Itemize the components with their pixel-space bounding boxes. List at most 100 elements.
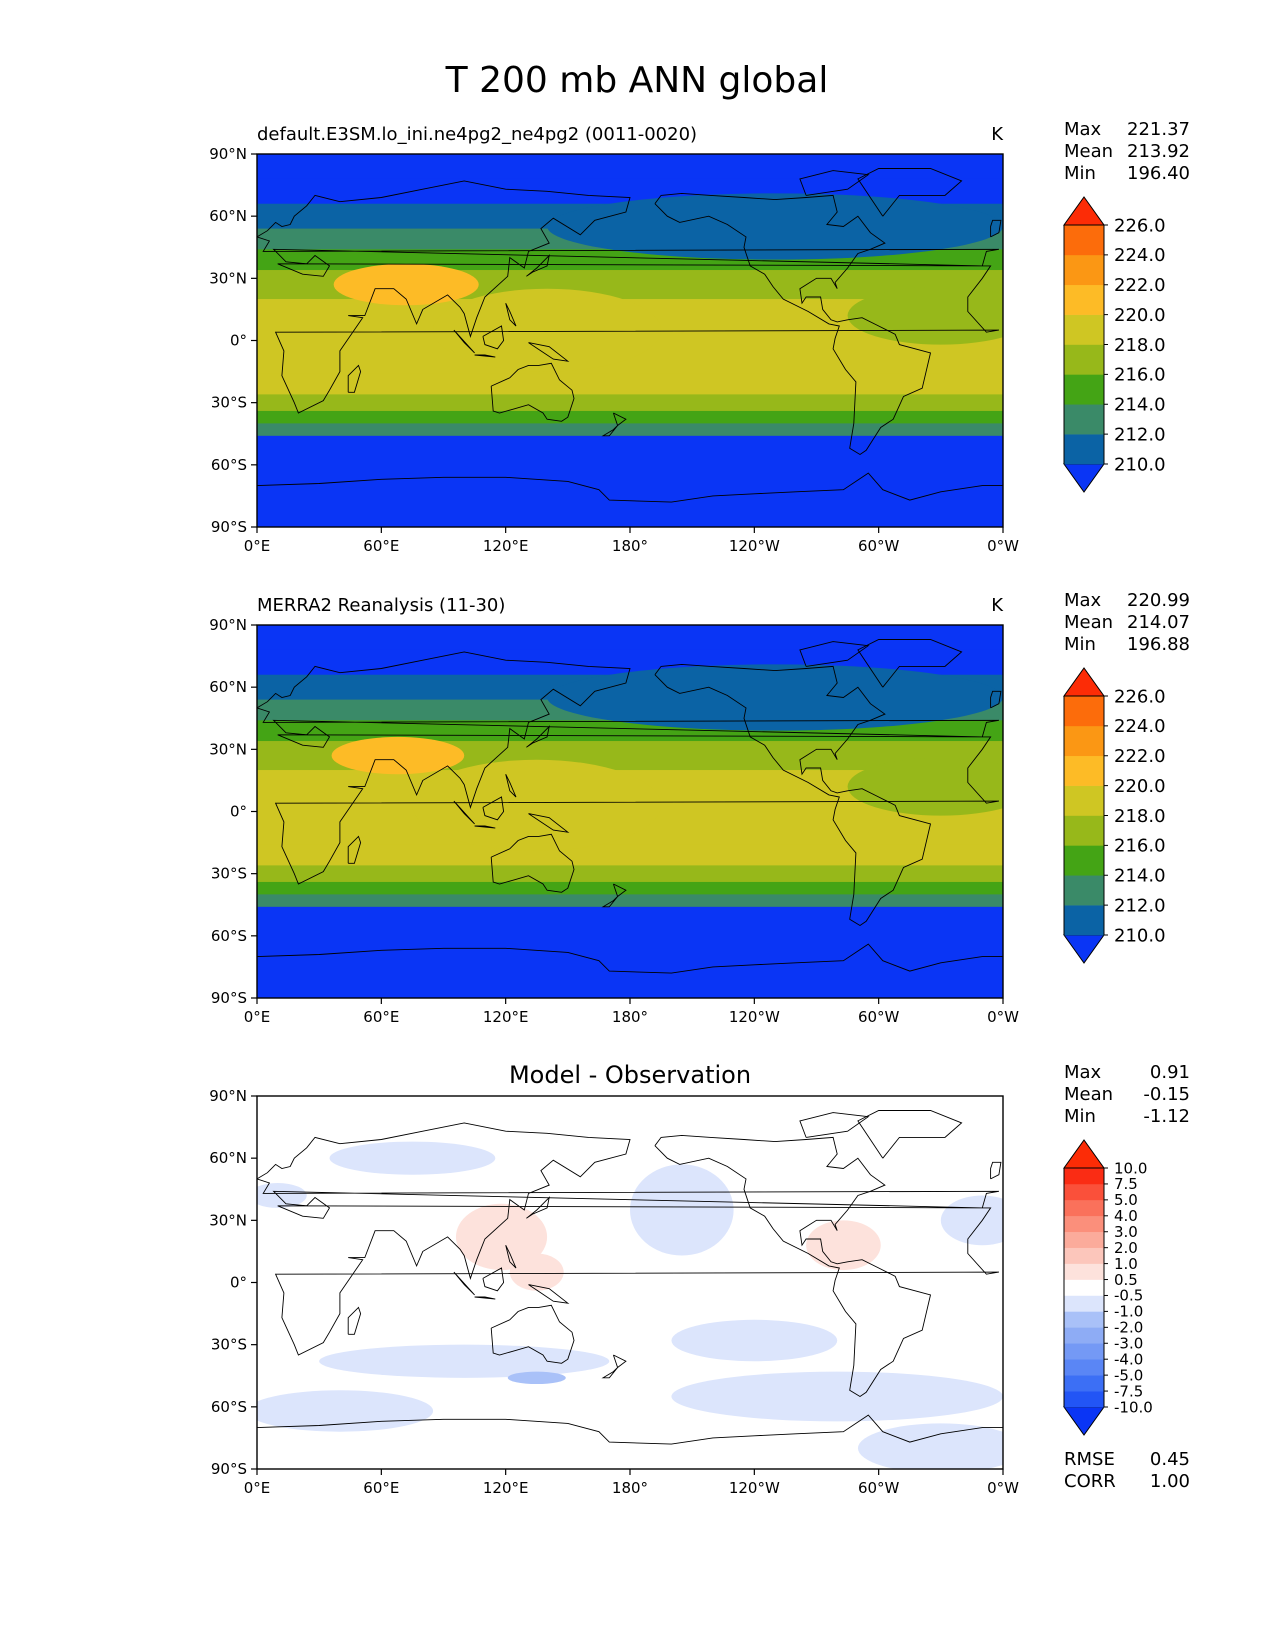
stat-mean-label: Mean bbox=[1064, 612, 1113, 633]
colorbar-tick-label: 224.0 bbox=[1114, 245, 1166, 266]
x-tick-label: 120°W bbox=[729, 537, 780, 555]
stat-min-value: -1.12 bbox=[1143, 1106, 1190, 1127]
colorbar-tick-label: 216.0 bbox=[1114, 365, 1166, 386]
colorbar-tick-label: 216.0 bbox=[1114, 836, 1166, 857]
x-tick-label: 60°W bbox=[858, 1479, 900, 1497]
x-tick-label: 120°W bbox=[729, 1479, 780, 1497]
contour-band bbox=[257, 410, 1003, 424]
colorbar-tick-label: 3.0 bbox=[1114, 1223, 1138, 1241]
y-tick-label: 30°N bbox=[209, 269, 247, 287]
colorbar-tick-label: 218.0 bbox=[1114, 335, 1166, 356]
coastline bbox=[601, 1354, 627, 1379]
contour-region bbox=[507, 1371, 566, 1385]
colorbar-swatch bbox=[1064, 1311, 1104, 1328]
contour-region bbox=[329, 1141, 496, 1175]
contour-region bbox=[509, 1253, 564, 1291]
colorbar-swatch bbox=[1064, 1359, 1104, 1376]
map-fill bbox=[257, 1096, 1003, 1469]
coastline bbox=[528, 813, 570, 833]
y-tick-label: 60°N bbox=[209, 678, 247, 696]
coastline bbox=[857, 1110, 963, 1159]
panel-test: default.E3SM.lo_ini.ne4pg2_ne4pg2 (0011-… bbox=[209, 119, 1190, 555]
map-fill bbox=[257, 154, 1003, 527]
coastline bbox=[347, 835, 362, 864]
stats-block: Max 0.91 Mean -0.15 Min -1.12 bbox=[1064, 1062, 1190, 1127]
coastline bbox=[505, 303, 517, 327]
coastline bbox=[474, 1296, 496, 1300]
coastline bbox=[453, 329, 475, 354]
metric-corr-label: CORR bbox=[1064, 1471, 1116, 1492]
coastline bbox=[505, 1245, 517, 1269]
colorbar-tick-label: -0.5 bbox=[1114, 1287, 1143, 1305]
y-tick-label: 90°N bbox=[209, 145, 247, 163]
metric-rmse-value: 0.45 bbox=[1150, 1449, 1190, 1470]
colorbar-swatch bbox=[1064, 344, 1104, 375]
coastline bbox=[257, 1414, 1003, 1445]
axes: 0°E 60°E 120°E 180° 120°W 60°W 0°W 90°N 60°N 30°N… bbox=[209, 616, 1019, 1026]
colorbar-tick-label: 214.0 bbox=[1114, 866, 1166, 887]
contour-band bbox=[257, 423, 1003, 437]
metrics-block: RMSE 0.45 CORR 1.00 bbox=[1064, 1449, 1190, 1492]
contour-region bbox=[433, 288, 662, 372]
coastline bbox=[257, 943, 1003, 974]
x-tick-label: 0°W bbox=[987, 1008, 1019, 1026]
colorbar: -10.0-7.5-5.0-4.0-3.0-2.0-1.0-0.50.51.02… bbox=[1063, 1139, 1153, 1436]
map-area bbox=[257, 154, 1003, 527]
colorbar-tick-label: -2.0 bbox=[1114, 1319, 1143, 1337]
y-tick-label: 0° bbox=[230, 803, 247, 821]
coastline bbox=[799, 170, 870, 196]
colorbar-swatch bbox=[1064, 314, 1104, 345]
stat-min-label: Min bbox=[1064, 634, 1096, 655]
contour-region bbox=[671, 1371, 1003, 1422]
stat-max-label: Max bbox=[1064, 119, 1102, 140]
stat-min-value: 196.40 bbox=[1127, 163, 1190, 184]
colorbar-swatch bbox=[1064, 374, 1104, 405]
panel-center-title: Model - Observation bbox=[509, 1061, 751, 1089]
coastline bbox=[990, 1161, 1002, 1180]
contour-region bbox=[671, 1319, 838, 1362]
colorbar-tick-label: 220.0 bbox=[1114, 305, 1166, 326]
y-tick-label: 30°S bbox=[211, 1336, 247, 1354]
contour-band bbox=[257, 865, 1003, 883]
coastline bbox=[257, 180, 999, 414]
colorbar-swatch bbox=[1064, 1295, 1104, 1312]
x-tick-label: 60°E bbox=[363, 1008, 399, 1026]
stat-max-value: 221.37 bbox=[1127, 119, 1190, 140]
colorbar-tick-label: 218.0 bbox=[1114, 806, 1166, 827]
stat-min-label: Min bbox=[1064, 1106, 1096, 1127]
coastline bbox=[654, 192, 932, 456]
colorbar-swatch bbox=[1064, 1231, 1104, 1248]
colorbar-tick-label: 222.0 bbox=[1114, 275, 1166, 296]
colorbar-tick-label: 4.0 bbox=[1114, 1207, 1138, 1225]
coastline bbox=[526, 725, 550, 748]
metric-rmse-label: RMSE bbox=[1064, 1449, 1115, 1470]
colorbar-extend-max bbox=[1063, 667, 1105, 697]
colorbar-tick-label: 212.0 bbox=[1114, 895, 1166, 916]
colorbar-swatch bbox=[1064, 1183, 1104, 1201]
coastline bbox=[601, 412, 627, 437]
contour-region bbox=[630, 1164, 734, 1256]
colorbar-swatch bbox=[1064, 434, 1104, 465]
y-tick-label: 60°S bbox=[211, 456, 247, 474]
x-tick-label: 120°E bbox=[483, 1008, 529, 1026]
colorbar-swatch bbox=[1064, 755, 1104, 786]
x-tick-label: 180° bbox=[612, 537, 648, 555]
coastline bbox=[347, 1306, 362, 1335]
x-tick-label: 60°W bbox=[858, 537, 900, 555]
colorbar: 210.0 212.0 214.0 216.0 218.0 220.0 222.0 224.0… bbox=[1063, 196, 1166, 493]
colorbar-tick-label: 212.0 bbox=[1114, 424, 1166, 445]
stat-mean-label: Mean bbox=[1064, 1084, 1113, 1105]
y-tick-label: 60°N bbox=[209, 1149, 247, 1167]
colorbar-tick-label: 5.0 bbox=[1114, 1191, 1138, 1209]
contour-band bbox=[257, 844, 1003, 866]
panel-units: K bbox=[991, 124, 1004, 145]
metric-corr-value: 1.00 bbox=[1150, 1471, 1190, 1492]
colorbar-swatch bbox=[1064, 1263, 1104, 1280]
coastline bbox=[654, 1134, 932, 1398]
colorbar-tick-label: -4.0 bbox=[1114, 1350, 1143, 1368]
y-tick-label: 30°N bbox=[209, 740, 247, 758]
contour-band bbox=[257, 394, 1003, 412]
colorbar-swatch bbox=[1064, 284, 1104, 315]
coastline bbox=[257, 1122, 999, 1356]
coastline bbox=[482, 1267, 505, 1292]
